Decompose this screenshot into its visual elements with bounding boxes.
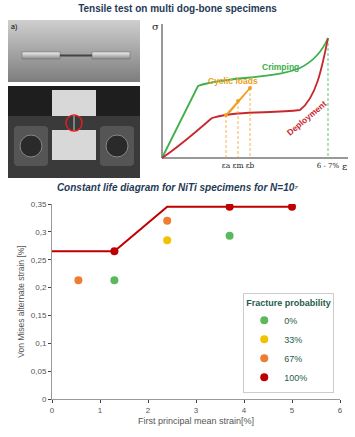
- svg-text:0,15: 0,15: [31, 311, 47, 320]
- svg-text:0,25: 0,25: [31, 256, 47, 265]
- svg-text:σ: σ: [152, 21, 159, 32]
- svg-text:0%: 0%: [284, 316, 297, 326]
- svg-text:0: 0: [50, 406, 55, 415]
- svg-text:a): a): [11, 23, 17, 31]
- svg-text:4: 4: [242, 406, 247, 415]
- svg-text:ε: ε: [342, 161, 347, 172]
- svg-text:3: 3: [194, 406, 199, 415]
- svg-text:First principal mean strain[%]: First principal mean strain[%]: [138, 416, 254, 426]
- svg-text:0,05: 0,05: [31, 367, 47, 376]
- svg-text:2: 2: [146, 406, 151, 415]
- svg-text:Cyclic loads: Cyclic loads: [208, 76, 258, 86]
- svg-text:1: 1: [98, 406, 103, 415]
- svg-text:Fracture probability: Fracture probability: [246, 298, 331, 308]
- svg-text:0,35: 0,35: [31, 200, 47, 209]
- svg-text:0,1: 0,1: [35, 339, 47, 348]
- svg-text:6 - 7%: 6 - 7%: [317, 162, 340, 170]
- svg-text:Constant life diagram for NiTi: Constant life diagram for NiTi specimens…: [57, 182, 298, 193]
- svg-text:67%: 67%: [284, 354, 302, 364]
- svg-text:5: 5: [290, 406, 295, 415]
- svg-text:0,2: 0,2: [35, 283, 47, 292]
- svg-text:100%: 100%: [284, 373, 307, 383]
- svg-text:Von Mises alternate strain [%]: Von Mises alternate strain [%]: [16, 245, 26, 357]
- svg-text:0,3: 0,3: [35, 228, 47, 237]
- svg-text:εa: εa: [222, 161, 231, 170]
- svg-text:33%: 33%: [284, 335, 302, 345]
- svg-text:εm: εm: [233, 161, 244, 170]
- svg-text:6: 6: [338, 406, 343, 415]
- svg-text:Crimping: Crimping: [262, 62, 299, 72]
- svg-text:0: 0: [42, 395, 47, 404]
- svg-text:Deployment: Deployment: [285, 98, 329, 137]
- html-text:Tensile test on multi dog-bone: Tensile test on multi dog-bone specimens: [78, 3, 277, 14]
- svg-text:εb: εb: [246, 161, 255, 170]
